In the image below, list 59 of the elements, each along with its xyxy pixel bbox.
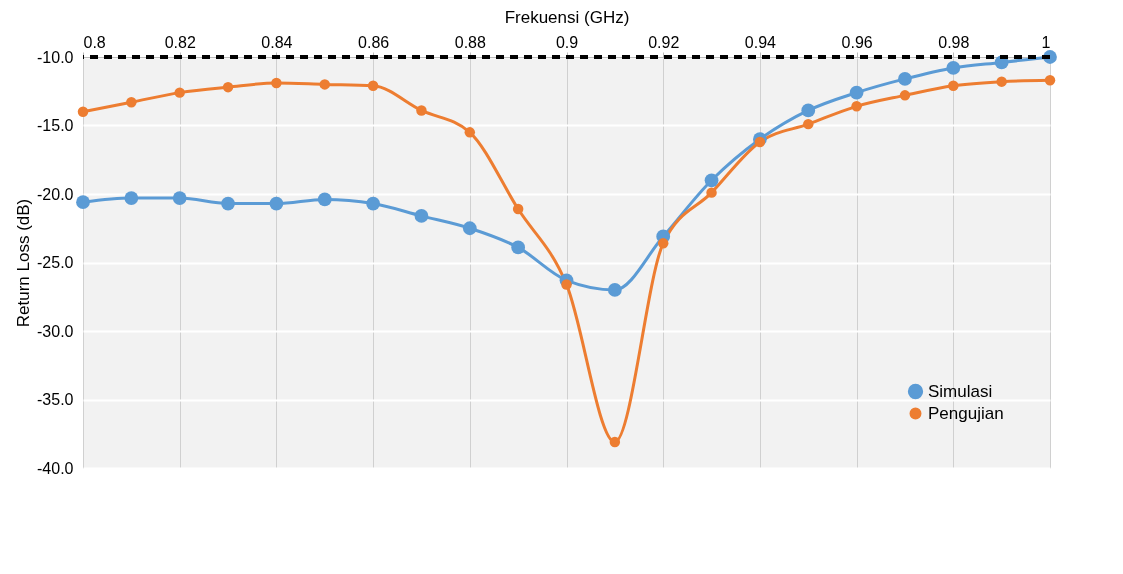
y-tick-label: -15.0 bbox=[37, 117, 74, 134]
point bbox=[124, 191, 139, 205]
point bbox=[803, 118, 814, 130]
legend-label: Pengujian bbox=[928, 403, 1004, 423]
point bbox=[704, 173, 719, 188]
x-tick-label: 0.98 bbox=[938, 33, 970, 51]
point bbox=[609, 436, 621, 448]
point bbox=[512, 203, 524, 215]
y-tick-label: -40.0 bbox=[37, 459, 74, 477]
x-tick-label: 1 bbox=[1041, 33, 1051, 51]
point bbox=[77, 106, 89, 118]
point bbox=[849, 85, 864, 100]
x-tick-label: 0.96 bbox=[841, 33, 873, 51]
x-tick-label: 0.9 bbox=[555, 33, 579, 51]
x-tick-label: 0.86 bbox=[358, 33, 390, 51]
point bbox=[414, 209, 429, 223]
y-tick-label: -20.0 bbox=[37, 185, 74, 203]
point bbox=[946, 61, 961, 75]
y-tick-label: -35.0 bbox=[37, 391, 74, 408]
point bbox=[367, 80, 379, 91]
point bbox=[898, 72, 912, 86]
point bbox=[416, 105, 427, 116]
y-tick-label: -10.0 bbox=[37, 48, 74, 66]
point bbox=[561, 279, 572, 290]
x-tick-label: 0.82 bbox=[164, 33, 196, 51]
x-tick-label: 0.92 bbox=[648, 33, 680, 51]
point bbox=[607, 283, 622, 297]
point bbox=[948, 80, 959, 91]
y-axis-title: Return Loss (dB) bbox=[14, 198, 34, 328]
point bbox=[221, 196, 235, 211]
point bbox=[464, 127, 476, 138]
point bbox=[317, 192, 332, 207]
y-tick-label: -25.0 bbox=[37, 254, 74, 271]
point bbox=[657, 238, 669, 249]
point bbox=[126, 96, 137, 108]
x-tick-label: 0.88 bbox=[454, 33, 486, 51]
point bbox=[851, 101, 862, 112]
point bbox=[996, 76, 1007, 87]
point bbox=[899, 90, 911, 101]
point bbox=[319, 79, 330, 90]
x-tick-label: 0.8 bbox=[83, 33, 106, 51]
legend-label: Simulasi bbox=[928, 381, 993, 401]
x-axis-title: Frekuensi (GHz) bbox=[504, 7, 630, 27]
point bbox=[754, 136, 766, 148]
point bbox=[269, 196, 284, 211]
point bbox=[706, 187, 717, 198]
point bbox=[801, 103, 816, 118]
point bbox=[76, 195, 90, 210]
point bbox=[271, 77, 282, 89]
x-tick-label: 0.84 bbox=[261, 33, 293, 51]
point bbox=[174, 87, 185, 98]
point bbox=[1044, 75, 1056, 86]
point bbox=[172, 191, 187, 205]
point bbox=[511, 240, 526, 255]
y-tick-label: -30.0 bbox=[37, 322, 74, 340]
x-tick-label: 0.94 bbox=[744, 33, 777, 51]
point bbox=[462, 221, 477, 236]
point bbox=[366, 196, 380, 211]
point bbox=[222, 81, 234, 93]
